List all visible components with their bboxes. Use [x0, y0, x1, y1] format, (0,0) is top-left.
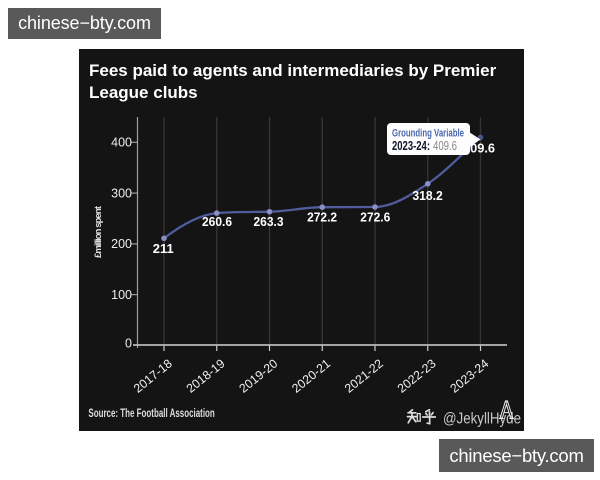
svg-text:2023-24: 2023-24	[447, 356, 491, 395]
svg-text:211: 211	[153, 241, 174, 256]
svg-text:£million spent: £million spent	[93, 205, 104, 258]
svg-text:272.2: 272.2	[307, 210, 337, 225]
svg-text:318.2: 318.2	[412, 188, 443, 203]
svg-text:200: 200	[111, 237, 132, 251]
svg-text:100: 100	[111, 288, 132, 302]
svg-text:2018-19: 2018-19	[184, 356, 228, 395]
svg-text:400: 400	[111, 136, 132, 150]
svg-text:Source: The Football Associati: Source: The Football Association	[88, 408, 214, 420]
svg-text:409.6: 409.6	[433, 139, 457, 153]
svg-text:263.3: 263.3	[254, 214, 284, 229]
svg-text:300: 300	[111, 186, 132, 200]
svg-text:Grounding Variable: Grounding Variable	[392, 128, 464, 140]
svg-text:2020-21: 2020-21	[289, 356, 333, 395]
svg-text:2021-22: 2021-22	[342, 356, 386, 395]
svg-text:2019-20: 2019-20	[236, 356, 280, 395]
svg-text:2023-24:: 2023-24:	[392, 139, 430, 153]
svg-text:260.6: 260.6	[202, 214, 232, 229]
svg-text:0: 0	[125, 337, 132, 351]
svg-text:272.6: 272.6	[360, 210, 390, 225]
svg-text:2022-23: 2022-23	[395, 356, 439, 395]
svg-text:2017-18: 2017-18	[131, 356, 175, 395]
